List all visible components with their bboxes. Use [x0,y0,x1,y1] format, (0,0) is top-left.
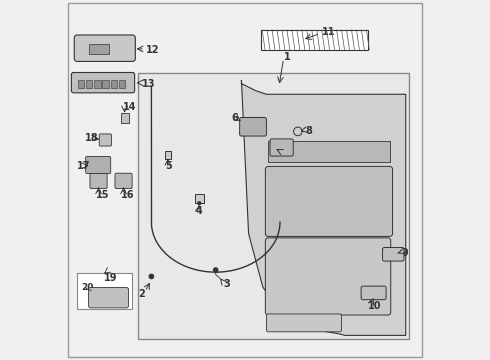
FancyBboxPatch shape [270,139,293,156]
Bar [86,80,93,88]
Text: 1: 1 [284,53,291,63]
Text: 8: 8 [306,126,313,136]
Bar [138,73,409,339]
Circle shape [198,202,201,204]
Bar [121,113,128,123]
Bar [165,151,171,158]
Text: 5: 5 [166,161,172,171]
Circle shape [149,274,153,279]
Text: 4: 4 [196,206,202,216]
Text: 14: 14 [123,102,136,112]
Circle shape [294,127,302,136]
FancyBboxPatch shape [86,157,111,174]
Circle shape [214,268,218,272]
FancyBboxPatch shape [240,117,267,136]
Bar [268,141,390,162]
Bar [94,80,100,88]
Text: 3: 3 [223,279,230,289]
Polygon shape [242,80,406,336]
Text: 15: 15 [96,190,109,200]
Text: 7: 7 [281,148,288,157]
Text: 6: 6 [231,113,238,123]
Bar [77,273,132,309]
FancyBboxPatch shape [383,248,404,261]
FancyBboxPatch shape [266,238,391,315]
Text: 17: 17 [77,161,91,171]
FancyBboxPatch shape [89,288,128,308]
Text: 19: 19 [104,273,118,283]
FancyBboxPatch shape [115,173,132,189]
Text: 12: 12 [146,45,159,55]
FancyBboxPatch shape [361,286,386,300]
FancyBboxPatch shape [74,35,135,62]
Text: 18: 18 [85,133,99,143]
Bar [89,44,109,54]
Text: 16: 16 [121,190,134,200]
FancyBboxPatch shape [72,72,135,93]
FancyBboxPatch shape [90,173,107,189]
Bar [111,80,117,88]
Bar [261,30,368,50]
Bar [195,194,204,203]
Text: 10: 10 [368,301,382,311]
Bar [102,80,109,88]
Text: 20: 20 [81,283,94,292]
Text: 9: 9 [401,248,408,258]
Text: 13: 13 [142,78,156,89]
Bar [119,80,125,88]
Bar [78,80,84,88]
FancyBboxPatch shape [99,134,111,146]
Text: 11: 11 [321,27,335,37]
Text: 2: 2 [138,289,145,298]
FancyBboxPatch shape [267,314,342,332]
FancyBboxPatch shape [266,166,392,237]
